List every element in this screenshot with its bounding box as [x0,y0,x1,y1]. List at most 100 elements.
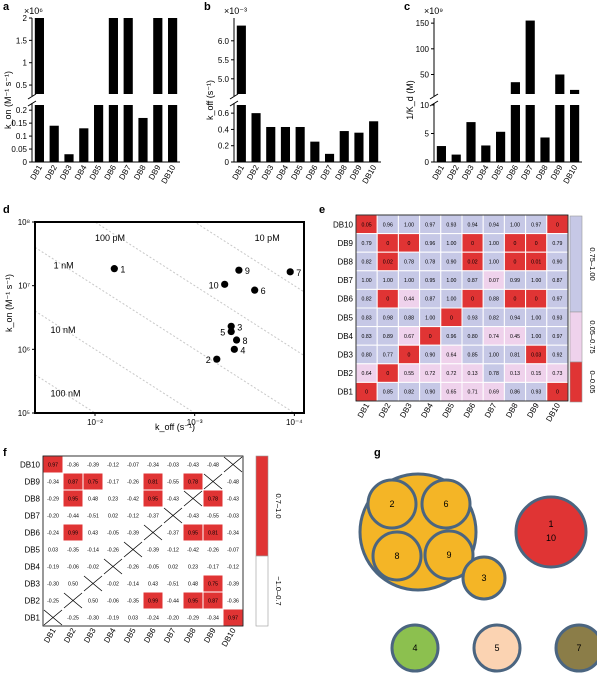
y-tick-label-b: 0.6 [218,109,230,118]
cell-value-f: -0.39 [147,548,159,554]
epitope-circle-DB4 [390,623,440,673]
cell-value-e: 1.00 [489,260,499,266]
bar-upper-a-DB10 [168,18,178,94]
row-label-f: DB10 [20,461,41,470]
point-label-DB1: 1 [120,265,125,275]
cell-value-f: -0.24 [147,616,159,622]
cell-value-f: -0.55 [207,514,219,520]
cell-value-e: 0.55 [404,371,414,377]
cell-value-f: 0.87 [208,599,218,605]
cell-value-f: 0.95 [188,599,198,605]
cell-value-e: 0.13 [468,371,478,377]
epitope-label-DB3: 3 [481,573,486,583]
diagonal-cross-f [203,473,223,490]
y-tick-label-a: 0.5 [16,81,28,90]
legend-swatch-e [569,361,583,403]
legend-swatch-f [255,455,269,557]
cell-value-e: 0.94 [510,315,520,321]
bar-c-DB5 [496,131,506,162]
cell-value-e: 0.85 [468,353,478,359]
diagonal-cross-f [163,507,183,524]
cell-value-f: -0.37 [167,531,179,537]
scatter-point-DB5 [227,327,235,336]
y-tick-label-b: 0.4 [218,125,230,134]
cell-value-f: -0.34 [207,616,219,622]
bar-a-DB5 [94,105,104,162]
col-label-e: DB1 [356,401,372,419]
cell-value-e: 0.97 [425,222,435,228]
cell-value-f: -0.37 [147,514,159,520]
x-tick-label-d: 10⁻⁴ [286,418,303,427]
cell-value-e: 1.00 [531,334,541,340]
bar-b-DB6 [310,141,320,162]
cell-value-e: 0 [429,334,432,340]
cell-value-e: 0 [386,241,389,247]
cell-value-e: 0 [471,297,474,303]
cell-value-f: -0.51 [167,582,179,588]
cell-value-e: 1.00 [362,278,372,284]
cell-value-e: 0.96 [425,241,435,247]
cell-value-f: 0.95 [68,497,78,503]
scatter-point-DB1 [110,265,118,273]
y-tick-label-c: 150 [416,19,430,28]
cell-value-e: 0.93 [552,315,562,321]
cell-value-f: -0.29 [187,616,199,622]
cell-value-e: 0.94 [468,222,478,228]
cell-value-e: 1.00 [531,315,541,321]
row-label-e: DB8 [337,258,353,267]
row-label-e: DB7 [337,276,353,285]
bar-upper-c-DB9 [555,74,565,94]
cell-value-e: 0.88 [489,297,499,303]
cell-value-e: 0.82 [362,297,372,303]
x-tick-label-a: DB2 [43,163,59,181]
epitope-circle-DB7 [554,623,597,673]
heatmap-frame-e [355,214,569,402]
x-tick-label-c: DB8 [534,163,550,181]
col-label-e: DB7 [483,401,499,419]
x-tick-label-a: DB5 [88,163,104,181]
cell-value-e: 0.93 [531,390,541,396]
cell-value-f: -0.34 [147,463,159,469]
cell-value-f: -0.42 [187,548,199,554]
epitope-label-DB10: 10 [546,533,556,543]
col-label-e: DB8 [504,401,520,419]
y-tick-label-c: 50 [420,70,429,79]
exponent-c: ×10⁹ [424,6,443,16]
bar-upper-a-DB7 [123,18,133,94]
row-label-e: DB1 [337,388,353,397]
cell-value-f: 0.23 [108,497,118,503]
cell-value-e: 0 [386,371,389,377]
bar-upper-c-DB6 [510,82,520,94]
bar-upper-a-DB1 [34,18,44,94]
y-tick-label-b: 5.5 [218,56,230,65]
panel-label-d: d [3,204,10,216]
row-label-f: DB8 [24,495,40,504]
cell-value-e: 0.73 [552,371,562,377]
cell-value-e: 0 [408,241,411,247]
y-tick-label-a: 1.5 [16,36,28,45]
cell-value-e: 0.07 [489,278,499,284]
epitope-label-DB8: 8 [394,551,399,561]
cell-value-e: 0.96 [383,222,393,228]
cell-value-e: 0.05 [362,222,372,228]
cell-value-e: 1.00 [383,278,393,284]
x-tick-label-d: 10⁻³ [187,418,203,427]
cell-value-e: 0.78 [489,371,499,377]
y-tick-label-a: 2 [23,14,28,23]
cell-value-e: 0.87 [552,278,562,284]
bar-b-DB9 [354,132,364,162]
cell-value-e: 0.74 [489,334,499,340]
cell-value-e: 0.94 [489,222,499,228]
scatter-point-DB10 [221,280,229,288]
cell-value-f: -0.12 [167,548,179,554]
point-label-DB9: 9 [245,266,250,276]
cell-value-f: 0.50 [88,599,98,605]
cell-value-f: -0.39 [87,463,99,469]
kd-line-4 [35,374,96,413]
cell-value-f: 0.02 [108,514,118,520]
cell-value-f: -0.30 [47,582,59,588]
cell-value-f: 0.95 [188,531,198,537]
x-tick-label-b: DB3 [260,163,276,181]
